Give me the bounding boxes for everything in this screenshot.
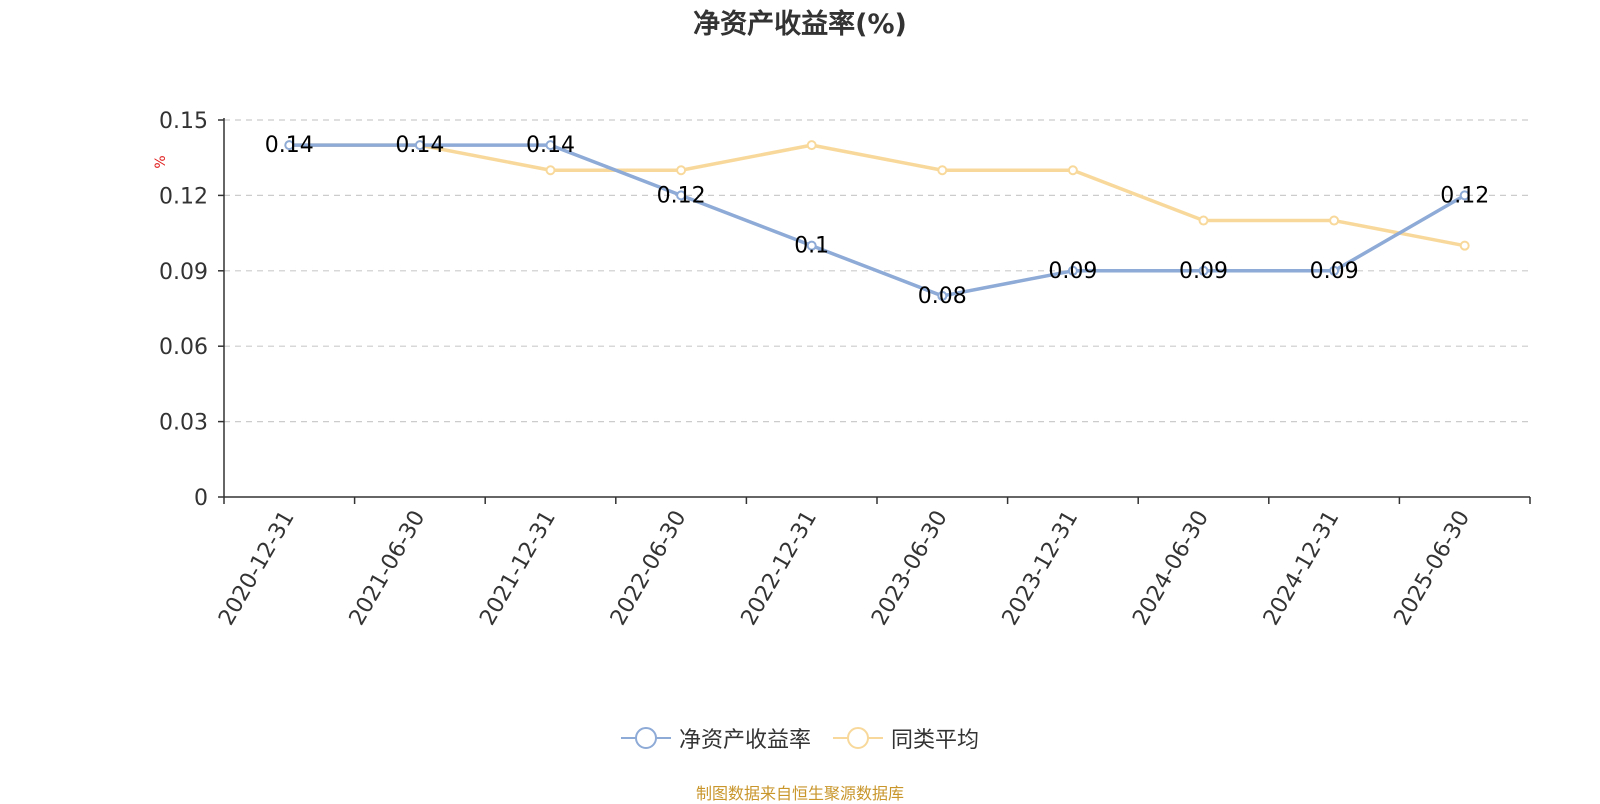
legend-marker-series-1	[620, 727, 671, 749]
legend-label-series-2: 同类平均	[891, 728, 980, 753]
data-label: 0.14	[526, 133, 575, 158]
series-2-point[interactable]	[1459, 240, 1470, 251]
series-2-point[interactable]	[937, 165, 948, 176]
y-tick-label: 0.09	[159, 260, 208, 285]
data-label: 0.09	[1179, 259, 1228, 284]
x-tick-label: 2023-12-31	[998, 507, 1084, 630]
series	[284, 140, 1470, 301]
y-axis-unit-label: %	[153, 155, 169, 168]
series-2-point[interactable]	[1329, 215, 1340, 226]
data-label: 0.09	[1310, 259, 1359, 284]
data-label: 0.08	[918, 284, 967, 309]
series-1-point[interactable]	[1198, 265, 1209, 276]
series-1-point[interactable]	[676, 190, 687, 201]
series-2-point[interactable]	[806, 140, 817, 151]
legend-item-series-2[interactable]: 同类平均	[833, 722, 979, 754]
data-label: 0.14	[395, 133, 444, 158]
series-1-point[interactable]	[545, 140, 556, 151]
data-label: 0.09	[1048, 259, 1097, 284]
y-tick-label: 0	[194, 486, 208, 511]
data-label: 0.12	[1440, 183, 1489, 208]
series-1-point[interactable]	[414, 140, 425, 151]
x-tick-label: 2024-06-30	[1128, 507, 1214, 630]
legend-marker-series-2	[833, 727, 883, 749]
chart-title: 净资产收益率(%)	[693, 9, 907, 40]
series-1-point[interactable]	[284, 140, 295, 151]
data-label: 0.14	[265, 133, 314, 158]
x-tick-label: 2024-12-31	[1259, 507, 1345, 630]
legend-item-series-1[interactable]: 净资产收益率	[620, 722, 811, 754]
series-2-point[interactable]	[1198, 215, 1209, 226]
x-tick-label: 2022-12-31	[737, 507, 823, 630]
series-2-point[interactable]	[545, 165, 556, 176]
data-label: 0.1	[794, 234, 829, 259]
series-2-point[interactable]	[1067, 165, 1078, 176]
legend: 净资产收益率 同类平均	[0, 722, 1600, 754]
x-tick-label: 2020-12-31	[214, 507, 300, 630]
series-1-point[interactable]	[806, 240, 817, 251]
axes: 0 0.03 0.06 0.09 0.12 0.15 2020-12-31 2021-06-3…	[159, 109, 1531, 630]
series-1-point[interactable]	[937, 290, 948, 301]
x-tick-label: 2023-06-30	[867, 507, 953, 630]
x-tick-label: 2021-12-31	[475, 507, 561, 630]
series-2-point[interactable]	[676, 165, 687, 176]
series-1-point[interactable]	[1067, 265, 1078, 276]
series-1-point[interactable]	[1459, 190, 1470, 201]
x-tick-label: 2022-06-30	[606, 507, 692, 630]
data-label: 0.12	[657, 183, 706, 208]
data-labels: 0.14 0.14 0.14 0.12 0.1 0.08 0.09 0.09 0.09 0.12	[265, 133, 1489, 309]
series-line-1	[289, 143, 1466, 298]
legend-label-series-1: 净资产收益率	[678, 728, 811, 753]
series-line-2	[289, 143, 1466, 248]
y-tick-label: 0.15	[159, 109, 208, 134]
source-note: 制图数据来自恒生聚源数据库	[695, 784, 904, 803]
y-tick-label: 0.06	[159, 335, 208, 360]
x-tick-label: 2025-06-30	[1390, 507, 1476, 630]
y-tick-label: 0.03	[159, 411, 208, 436]
x-tick-label: 2021-06-30	[345, 507, 431, 630]
series-1-point[interactable]	[1329, 265, 1340, 276]
y-tick-label: 0.12	[159, 184, 208, 209]
